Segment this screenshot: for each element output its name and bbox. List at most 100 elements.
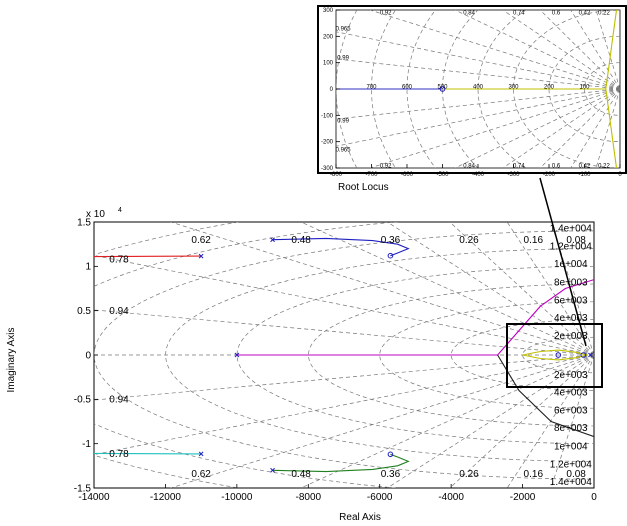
- frequency-label: 1.4e+004: [550, 477, 592, 488]
- x-tick-label: -6000: [367, 492, 393, 503]
- damping-ray: [336, 88, 620, 120]
- locus-branch: [94, 255, 202, 258]
- zero-marker: [439, 86, 446, 92]
- locus-branch: [605, 88, 618, 168]
- frequency-label: 500: [437, 84, 448, 90]
- damping-label: 0.62: [191, 235, 211, 246]
- pole-marker: [588, 352, 593, 358]
- damping-ray: [369, 10, 620, 90]
- damping-ray: [449, 354, 594, 488]
- x-tick-label: -300: [507, 172, 520, 178]
- frequency-label: 700: [366, 84, 377, 90]
- y-tick-label: -200: [321, 140, 334, 146]
- frequency-label: 6e+003: [554, 405, 588, 416]
- frequency-label: 1.2e+004: [550, 241, 592, 252]
- y-exponent-label: x 10: [86, 209, 105, 220]
- damping-ray: [506, 222, 594, 356]
- damping-label: 0.08: [566, 235, 586, 246]
- damping-ray: [387, 354, 594, 488]
- damping-label: 0.48: [291, 235, 311, 246]
- x-tick-label: 0: [618, 172, 622, 178]
- damping-label: 0.08: [566, 469, 586, 480]
- damping-ray: [550, 354, 594, 488]
- frequency-label: 1e+004: [554, 259, 588, 270]
- zoom-connector-line: [539, 177, 587, 347]
- locus-branch: [94, 452, 202, 455]
- damping-ray: [502, 10, 620, 90]
- locus-branch: [497, 354, 594, 438]
- x-tick-label: -4000: [438, 492, 464, 503]
- y-tick-label: -0.5: [74, 395, 92, 406]
- damping-ray: [300, 354, 594, 488]
- y-tick-label: -300: [321, 166, 334, 172]
- damping-label: 0.6: [552, 11, 561, 17]
- zoom-region-box: [506, 323, 603, 388]
- damping-ray: [94, 354, 594, 455]
- frequency-label: 400: [473, 84, 484, 90]
- x-tick-label: -2000: [510, 492, 536, 503]
- damping-label: 0.94: [109, 395, 129, 406]
- damping-ray: [300, 222, 594, 356]
- damping-label: 0.74: [513, 163, 525, 169]
- inset-root-locus-plot: 0.92 0.84 0.74 0.6 0.42 0.22 0.965 0.99 0.99 0.96…: [317, 5, 627, 193]
- y-tick-label: 0: [85, 350, 91, 361]
- frequency-label: 600: [402, 84, 413, 90]
- damping-ray: [449, 222, 594, 356]
- damping-ray: [94, 255, 594, 356]
- damping-ray: [454, 88, 620, 168]
- x-tick-label: 0: [591, 492, 597, 503]
- damping-ray: [336, 31, 620, 90]
- y-tick-label: 200: [323, 34, 334, 40]
- locus-branch: [605, 10, 618, 90]
- y-tick-label: 1.5: [77, 217, 91, 228]
- pole-marker: [270, 467, 275, 473]
- frequency-arc: [379, 301, 594, 409]
- inset-grid-labels: 0.92 0.84 0.74 0.6 0.42 0.22 0.965 0.99 0.99 0.96…: [336, 11, 611, 170]
- y-tick-label: 0.5: [77, 306, 91, 317]
- inset-title: Root Locus: [338, 182, 389, 193]
- x-tick-label: -8000: [295, 492, 321, 503]
- inset-markers-layer: [439, 86, 446, 92]
- damping-label: 0.36: [381, 469, 401, 480]
- damping-ray: [336, 58, 620, 90]
- damping-label: 0.99: [337, 55, 349, 61]
- damping-ray: [170, 354, 594, 488]
- frequency-label: 2e+003: [554, 331, 588, 342]
- damping-label: 0.62: [191, 469, 211, 480]
- main-series-layer: [94, 237, 594, 473]
- pole-marker: [198, 253, 204, 259]
- y-tick-label: -1: [82, 439, 91, 450]
- damping-ray: [570, 88, 620, 168]
- damping-ray: [336, 88, 620, 147]
- damping-label: 0.42: [579, 11, 591, 17]
- frequency-label: 200: [544, 84, 555, 90]
- y-tick-label: 0: [330, 87, 334, 93]
- frequency-arc: [513, 10, 620, 168]
- x-tick-label: -14000: [78, 492, 110, 503]
- main-markers-layer: [198, 237, 593, 473]
- frequency-label: 300: [508, 84, 519, 90]
- x-tick-label: -12000: [150, 492, 182, 503]
- frequency-label: 8e+003: [554, 278, 588, 289]
- x-tick-label: -400: [472, 172, 485, 178]
- inset-axis-ticks: -800 -700 -600 -500 -400 -300 -200 -100 0 300 200 1…: [321, 8, 622, 178]
- x-tick-label: -700: [365, 172, 378, 178]
- x-tick-label: -800: [330, 172, 343, 178]
- frequency-label: 1.4e+004: [550, 224, 592, 235]
- zero-marker: [387, 451, 394, 458]
- x-axis-label: Real Axis: [339, 512, 381, 523]
- damping-label: 0.16: [524, 235, 544, 246]
- pole-marker: [270, 237, 275, 243]
- x-tick-label: -600: [401, 172, 414, 178]
- y-tick-label: -1.5: [74, 483, 92, 494]
- frequency-arc: [584, 62, 620, 116]
- damping-label: 0.26: [459, 235, 479, 246]
- locus-branch: [236, 279, 594, 356]
- damping-label: 0.22: [598, 163, 610, 169]
- damping-label: 0.48: [291, 469, 311, 480]
- pole-marker: [198, 451, 204, 457]
- y-tick-label: 300: [323, 8, 334, 14]
- frequency-label: 4e+003: [554, 388, 588, 399]
- damping-label: 0.36: [381, 235, 401, 246]
- y-axis-label: Imaginary Axis: [6, 327, 17, 392]
